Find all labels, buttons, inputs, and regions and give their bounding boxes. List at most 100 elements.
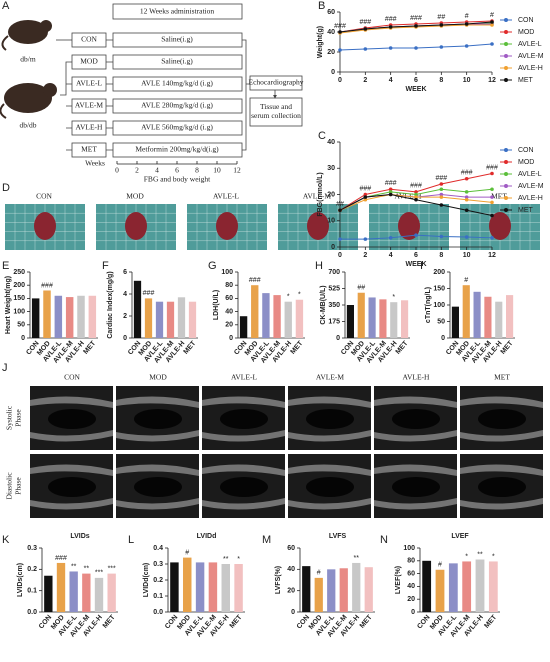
bar: [221, 564, 230, 612]
timeline-footer: FBG and body weight: [144, 175, 211, 184]
y-tick-label: 20: [327, 49, 335, 56]
annotation: ###: [385, 180, 397, 187]
point: [464, 44, 469, 48]
point: [464, 208, 469, 213]
annotation: ###: [435, 175, 447, 182]
significance: ##: [357, 285, 365, 292]
chart-title: LVFS: [329, 533, 347, 540]
x-tick-label: 10: [463, 252, 471, 259]
echo-column: MOD: [149, 373, 167, 382]
x-axis-label: WEEK: [406, 86, 427, 93]
echo-cavity: [48, 409, 96, 429]
echo-column: AVLE-M: [316, 373, 345, 382]
chart-title: LVIDd: [197, 533, 217, 540]
group-box: [71, 54, 107, 70]
heart-label: CON: [36, 192, 52, 201]
point: [414, 192, 418, 197]
panel-label: B: [318, 0, 325, 12]
significance: #: [438, 562, 442, 569]
group-box: [71, 142, 107, 158]
heart: [489, 212, 511, 240]
bar: [357, 292, 365, 338]
y-tick-label: 40: [407, 583, 415, 590]
bar: [88, 295, 97, 338]
y-tick-label: 150: [433, 285, 445, 292]
chart-title: LVEF: [451, 533, 469, 540]
significance: ###: [249, 277, 261, 284]
point: [464, 197, 469, 202]
y-tick-label: 0: [291, 609, 295, 616]
bar: [54, 295, 63, 338]
y-tick-label: 100: [221, 269, 233, 276]
significance: *: [392, 294, 395, 301]
point: [490, 195, 494, 199]
significance: *: [287, 294, 290, 301]
legend-marker: [504, 172, 508, 176]
echo-column: AVLE-H: [403, 373, 431, 382]
y-tick-label: 2: [123, 313, 127, 320]
echo-column: MET: [494, 373, 510, 382]
legend-label: AVLE-M: [518, 53, 544, 60]
y-tick-label: 40: [327, 29, 335, 36]
bar: [495, 301, 503, 338]
significance: #: [185, 549, 189, 556]
echo-row: DiastolicPhase: [4, 472, 22, 500]
group: MOD: [80, 57, 98, 66]
mouse-label: db/db: [19, 121, 36, 130]
y-tick-label: 30: [327, 165, 335, 172]
bar: [262, 293, 270, 338]
heart: [34, 212, 56, 240]
treatment-box: [112, 98, 243, 114]
annotation: ###: [359, 19, 371, 26]
y-axis-label: LVFS(%): [275, 566, 282, 594]
bar: [314, 577, 323, 612]
point: [439, 45, 444, 49]
echo-column: CON: [64, 373, 80, 382]
significance: *: [465, 553, 468, 560]
bar: [234, 564, 243, 612]
bar: [448, 563, 458, 612]
panel-label: M: [262, 534, 271, 546]
heart: [125, 212, 147, 240]
point: [388, 46, 393, 50]
x-tick-label: 0: [338, 77, 342, 84]
significance: ###: [55, 555, 67, 562]
echo-texture: [288, 396, 371, 442]
y-tick-label: 700: [328, 269, 340, 276]
x-tick-label: 4: [389, 77, 393, 84]
x-tick-label: 0: [338, 252, 342, 259]
timeline-tick-label: 10: [213, 166, 221, 175]
point: [439, 192, 444, 197]
y-tick-label: 0: [123, 335, 127, 342]
y-tick-label: 150: [13, 295, 25, 302]
y-tick-label: 40: [225, 308, 233, 315]
y-axis-label: CK-MB(U/L): [320, 285, 327, 324]
point: [338, 237, 342, 241]
y-tick-label: 4: [123, 291, 127, 298]
annotation: ###: [385, 16, 397, 23]
y-tick-label: 0: [336, 335, 340, 342]
annotation: ###: [359, 185, 371, 192]
annotation: ###: [410, 183, 422, 190]
legend-label: AVLE-H: [518, 65, 543, 72]
treatment-box: [112, 54, 243, 70]
header-box: [112, 3, 243, 20]
y-tick-label: 60: [327, 9, 335, 16]
bar: [364, 567, 373, 612]
bar: [368, 297, 376, 338]
echo-cavity: [220, 477, 268, 497]
bar: [422, 560, 432, 612]
legend-marker: [504, 78, 508, 82]
panel-label: L: [128, 534, 134, 546]
x-tick-label: MET: [82, 339, 97, 355]
bar: [144, 298, 153, 338]
y-tick-label: 10: [327, 218, 335, 225]
significance: *: [237, 556, 240, 563]
timeline-tick-label: 6: [175, 166, 179, 175]
x-tick-label: 8: [439, 252, 443, 259]
significance: #: [464, 277, 468, 284]
legend-marker: [504, 18, 508, 22]
treatment: Saline(i.g): [161, 57, 193, 66]
step: Echocardiography: [249, 78, 304, 87]
y-tick-label: 80: [225, 282, 233, 289]
